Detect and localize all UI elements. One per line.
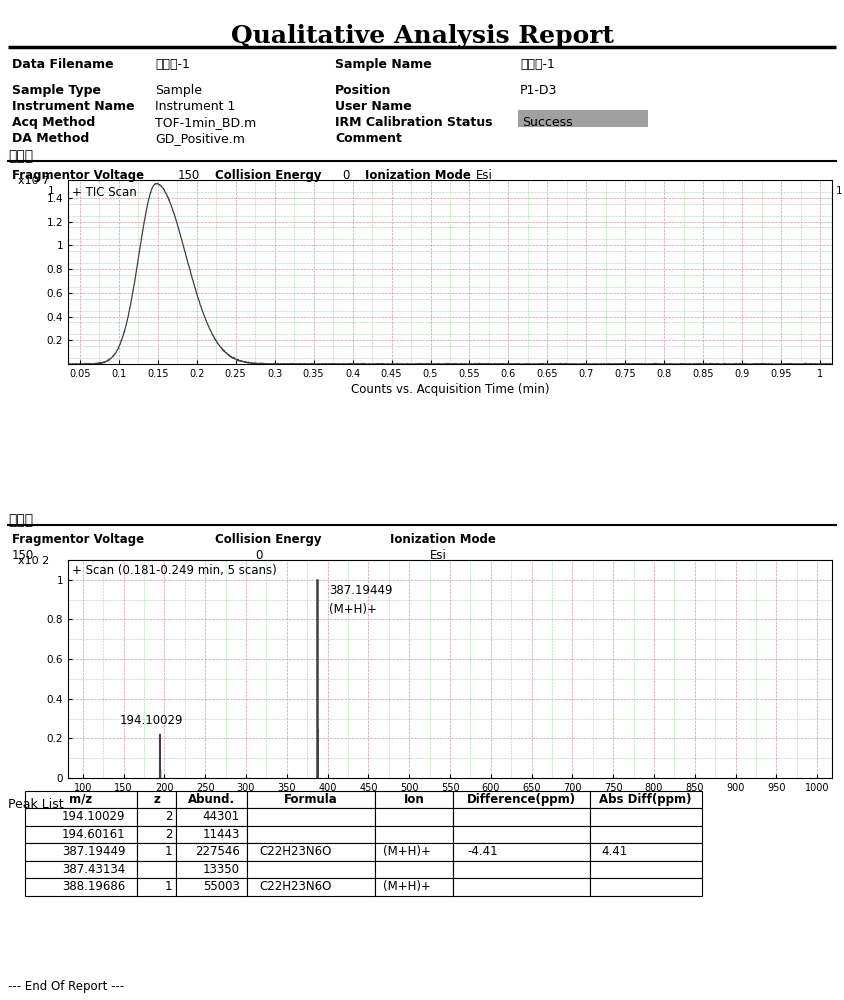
Text: Qualitative Analysis Report: Qualitative Analysis Report — [230, 24, 614, 48]
Text: + TIC Scan: + TIC Scan — [72, 186, 137, 199]
Text: DA Method: DA Method — [12, 132, 89, 145]
Text: Acq Method: Acq Method — [12, 116, 95, 129]
Text: + Scan (0.181-0.249 min, 5 scans): + Scan (0.181-0.249 min, 5 scans) — [72, 564, 277, 577]
Text: Esi: Esi — [430, 549, 446, 562]
Text: Success: Success — [522, 116, 572, 129]
Text: 中间体-1: 中间体-1 — [520, 58, 555, 71]
Text: Data Filename: Data Filename — [12, 58, 114, 71]
Text: TOF-1min_BD.m: TOF-1min_BD.m — [155, 116, 257, 129]
Text: 色谱图: 色谱图 — [8, 149, 33, 163]
Text: Fragmentor Voltage: Fragmentor Voltage — [12, 533, 144, 546]
Text: 1: 1 — [47, 186, 54, 196]
Text: Fragmentor Voltage: Fragmentor Voltage — [12, 169, 144, 182]
Text: P1-D3: P1-D3 — [520, 84, 557, 97]
Text: 194.10029: 194.10029 — [120, 714, 183, 727]
Text: 0: 0 — [342, 169, 349, 182]
Text: 150: 150 — [178, 169, 200, 182]
Text: x10 2: x10 2 — [19, 556, 50, 566]
Text: User Name: User Name — [335, 100, 412, 113]
Text: 150: 150 — [12, 549, 35, 562]
Text: Esi: Esi — [476, 169, 493, 182]
Text: 387.19449: 387.19449 — [329, 584, 392, 597]
Bar — [518, 110, 648, 127]
Text: (M+H)+: (M+H)+ — [329, 603, 377, 616]
Text: Ionization Mode: Ionization Mode — [365, 169, 471, 182]
Text: 中间体-1: 中间体-1 — [155, 58, 190, 71]
Text: 1: 1 — [836, 186, 842, 196]
Text: GD_Positive.m: GD_Positive.m — [155, 132, 245, 145]
X-axis label: Counts vs. Acquisition Time (min): Counts vs. Acquisition Time (min) — [351, 383, 549, 396]
Text: Ionization Mode: Ionization Mode — [390, 533, 496, 546]
Text: Sample Type: Sample Type — [12, 84, 101, 97]
Text: x10 7: x10 7 — [19, 176, 50, 186]
X-axis label: Counts (%) vs. Mass-to-Charge (m/z): Counts (%) vs. Mass-to-Charge (m/z) — [341, 797, 559, 810]
Text: Position: Position — [335, 84, 392, 97]
Text: Instrument 1: Instrument 1 — [155, 100, 235, 113]
Text: Instrument Name: Instrument Name — [12, 100, 135, 113]
Text: Collision Energy: Collision Energy — [215, 169, 322, 182]
Text: Sample: Sample — [155, 84, 202, 97]
Text: --- End Of Report ---: --- End Of Report --- — [8, 980, 124, 993]
Text: Peak List: Peak List — [8, 798, 63, 811]
Text: Comment: Comment — [335, 132, 402, 145]
Text: 质谱图: 质谱图 — [8, 513, 33, 527]
Text: 0: 0 — [255, 549, 262, 562]
Text: IRM Calibration Status: IRM Calibration Status — [335, 116, 493, 129]
Text: Collision Energy: Collision Energy — [215, 533, 322, 546]
Text: Sample Name: Sample Name — [335, 58, 432, 71]
